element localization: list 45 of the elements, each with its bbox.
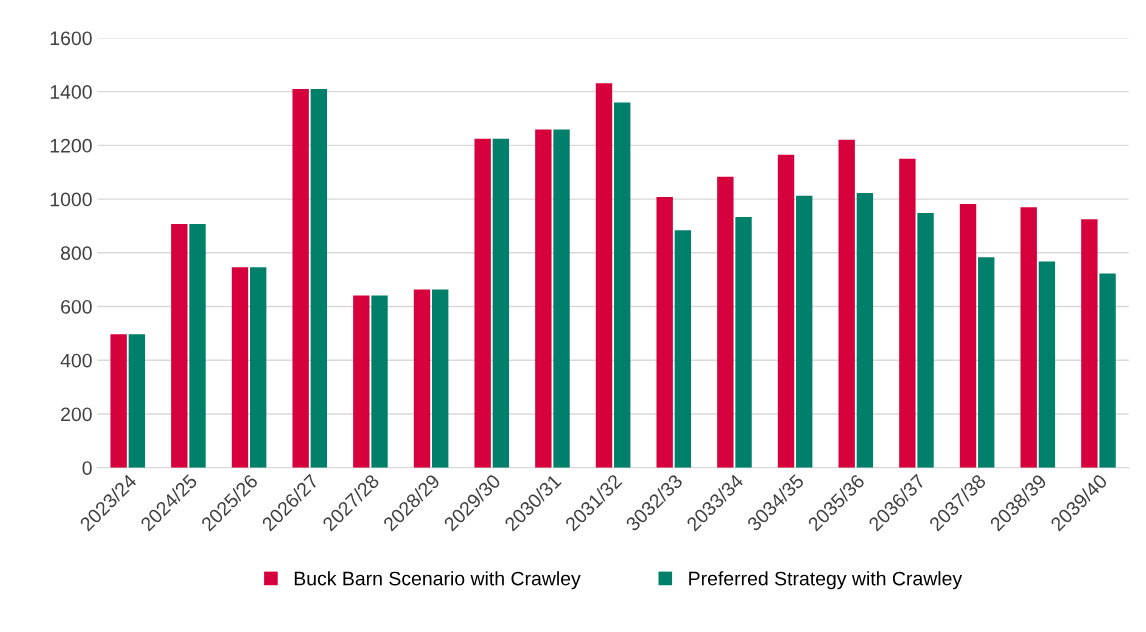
y-tick-label: 1000 xyxy=(50,192,92,207)
bar xyxy=(1020,207,1037,468)
bar xyxy=(535,129,552,468)
bar xyxy=(978,257,995,468)
bar xyxy=(656,196,673,468)
bar xyxy=(171,224,188,468)
bar xyxy=(250,267,267,468)
y-tick-label: 200 xyxy=(61,407,92,422)
bar xyxy=(371,295,388,468)
bar xyxy=(777,154,795,468)
bar xyxy=(413,289,431,468)
bar xyxy=(128,334,146,468)
bar xyxy=(856,192,874,468)
bar xyxy=(595,83,613,468)
bar xyxy=(110,334,127,468)
bar xyxy=(838,139,855,468)
y-tick-label: 800 xyxy=(60,246,92,261)
legend-label: Preferred Strategy with Crawley xyxy=(689,571,963,590)
bar xyxy=(474,138,491,468)
y-tick-label: 0 xyxy=(82,461,92,475)
bar xyxy=(1038,261,1056,468)
bar xyxy=(310,88,328,468)
bar xyxy=(614,102,631,468)
y-tick-label: 1200 xyxy=(50,138,92,153)
bar xyxy=(899,158,916,468)
bar xyxy=(231,267,249,468)
bar xyxy=(553,129,570,468)
bar xyxy=(353,295,370,468)
bar xyxy=(492,138,510,468)
bar xyxy=(189,224,206,468)
bar xyxy=(1081,219,1098,468)
y-tick-label: 600 xyxy=(61,299,92,314)
bar xyxy=(917,213,934,468)
legend-label: Buck Barn Scenario with Crawley xyxy=(294,571,581,590)
y-tick-label: 1400 xyxy=(50,85,92,99)
y-tick-label: 400 xyxy=(60,353,92,368)
bar xyxy=(674,230,692,468)
bar xyxy=(432,289,449,468)
bar xyxy=(717,176,734,468)
bar xyxy=(1099,273,1116,468)
bar xyxy=(735,217,752,468)
bar xyxy=(959,203,977,468)
bar xyxy=(292,88,309,468)
y-tick-label: 1600 xyxy=(50,31,92,46)
bar xyxy=(796,195,813,468)
